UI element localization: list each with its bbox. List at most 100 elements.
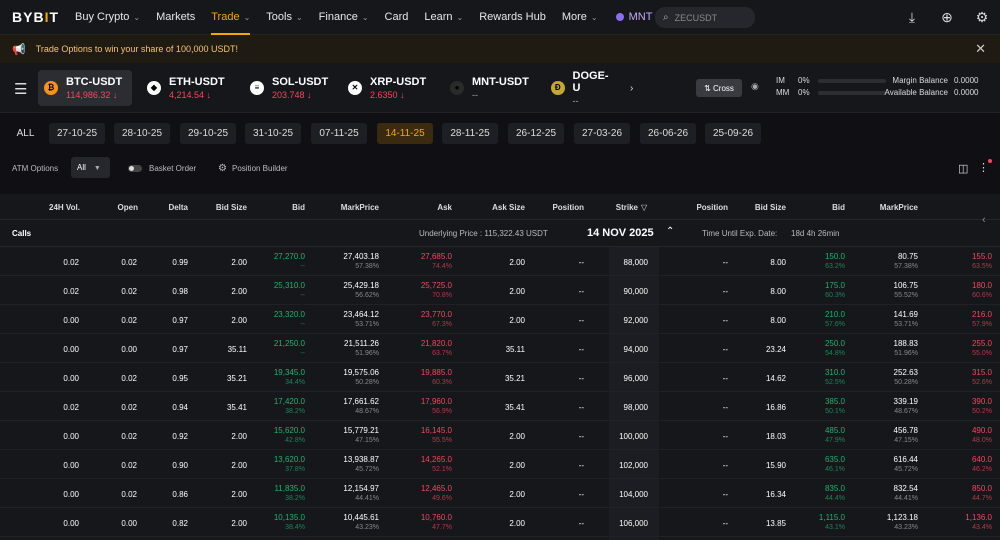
cross-margin-button[interactable]: ⇅ Cross [696, 79, 742, 97]
put-position-cell: -- [722, 461, 728, 470]
menu-icon[interactable]: ☰ [14, 81, 28, 98]
download-icon[interactable]: ⤓ [908, 9, 916, 25]
table-row[interactable]: 0.00 0.00 0.82 2.00 10,135.0 38.4% 10,445.61 43… [0, 508, 1000, 537]
arrow-down-icon: ↓ [110, 90, 118, 100]
date-tab[interactable]: 26-06-26 [640, 123, 696, 144]
globe-icon[interactable]: ⊕ [941, 9, 953, 25]
date-tab[interactable]: 25-09-26 [705, 123, 761, 144]
nav-item[interactable]: Rewards Hub [479, 0, 546, 35]
position-cell: -- [578, 490, 584, 499]
col-header[interactable]: Open [117, 203, 138, 212]
put-position-cell: -- [722, 432, 728, 441]
date-tab[interactable]: 28-11-25 [442, 123, 498, 144]
date-tab[interactable]: 07-11-25 [311, 123, 367, 144]
table-row[interactable]: 0.00 0.02 0.92 2.00 15,620.0 42.8% 15,779.21 47… [0, 421, 1000, 450]
table-row[interactable]: 0.02 0.02 0.98 2.00 25,310.0 -- 25,429.18 56.62… [0, 276, 1000, 305]
date-tab[interactable]: 28-10-25 [114, 123, 170, 144]
mark-price-cell: 13,938.87 [343, 455, 379, 464]
col-header[interactable]: Bid Size [215, 203, 247, 212]
ticker-mnt-usdt[interactable]: ● MNT-USDT -- [444, 70, 538, 106]
search-input[interactable]: ⌕ ZECUSDT [655, 7, 755, 28]
nav-item[interactable]: Learn ⌄ [424, 0, 463, 35]
table-row[interactable]: 0.00 0.02 0.97 2.00 23,320.0 -- 23,464.12 53.71… [0, 305, 1000, 334]
ticker-xrp-usdt[interactable]: ✕ XRP-USDT 2.6350 ↓ [342, 70, 436, 106]
table-row[interactable]: 0.02 0.02 0.94 35.41 17,420.0 38.2% 17,661.62 4… [0, 392, 1000, 421]
basket-order-toggle[interactable] [128, 165, 142, 172]
nav-item[interactable]: More ⌄ [562, 0, 598, 35]
date-tab[interactable]: 14-11-25 [377, 123, 433, 144]
close-icon[interactable]: ✕ [975, 41, 986, 56]
date-tab[interactable]: 31-10-25 [245, 123, 301, 144]
put-bid-size-cell: 23.24 [765, 345, 786, 354]
banner-text[interactable]: Trade Options to win your share of 100,0… [35, 44, 238, 54]
col-header[interactable]: Ask [437, 203, 452, 212]
strike-header[interactable]: Strike [615, 203, 638, 212]
eye-icon[interactable]: ◉ [751, 81, 759, 91]
ticker-doge-u[interactable]: Ð DOGE-U -- [545, 70, 615, 106]
col-header[interactable]: Bid [832, 203, 845, 212]
put-bid-iv-cell: 54.8% [825, 350, 845, 357]
ticker-btc-usdt[interactable]: ₿ BTC-USDT 114,986.32 ↓ [38, 70, 132, 106]
put-bid-size-cell: 16.86 [765, 403, 786, 412]
nav-item[interactable]: Markets [156, 0, 195, 35]
filter-icon[interactable]: ▽ [641, 203, 648, 212]
expand-left-icon[interactable]: ‹ [982, 214, 986, 226]
more-icon[interactable]: ⋮ [978, 162, 989, 174]
position-builder-link[interactable]: Position Builder [232, 164, 288, 173]
ticker-sol-usdt[interactable]: ≡ SOL-USDT 203.748 ↓ [244, 70, 336, 106]
atm-select[interactable]: All ▼ [71, 157, 110, 178]
nav-item[interactable]: Trade ⌄ [211, 0, 251, 35]
nav-item[interactable]: Tools ⌄ [266, 0, 302, 35]
col-header[interactable]: 24H Vol. [49, 203, 80, 212]
date-tab[interactable]: ALL [16, 128, 35, 139]
collapse-icon[interactable]: ⌃ [666, 226, 675, 237]
bybit-logo[interactable]: BYBIT [12, 9, 60, 25]
calls-label: Calls [12, 229, 32, 238]
open-cell: 0.02 [121, 403, 137, 412]
table-row[interactable]: 0.02 0.02 0.99 2.00 27,270.0 -- 27,403.18 57.38… [0, 247, 1000, 276]
ticker-eth-usdt[interactable]: ◆ ETH-USDT 4,214.54 ↓ [141, 70, 236, 106]
im-bar [818, 78, 886, 83]
col-header[interactable]: Bid [292, 203, 305, 212]
bid-cell: 21,250.0 [273, 339, 305, 348]
vol-cell: 0.00 [63, 316, 79, 325]
nav-item[interactable]: Card [385, 0, 409, 35]
date-tab[interactable]: 27-03-26 [574, 123, 630, 144]
date-tab[interactable]: 27-10-25 [49, 123, 105, 144]
table-row[interactable]: 0.00 0.00 0.97 35.11 21,250.0 -- 21,511.26 51.9… [0, 334, 1000, 363]
open-cell: 0.00 [121, 345, 137, 354]
table-row[interactable]: 0.00 0.02 0.90 2.00 13,620.0 37.8% 13,938.87 45… [0, 450, 1000, 479]
layout-icon[interactable]: ◫ [958, 163, 969, 175]
col-header[interactable]: Bid Size [754, 203, 786, 212]
col-header[interactable]: MarkPrice [340, 203, 379, 212]
mnt-link[interactable]: MNT [615, 11, 653, 23]
bid-size-cell: 2.00 [231, 258, 247, 267]
ask-cell: 12,465.0 [420, 484, 452, 493]
date-tab[interactable]: 29-10-25 [180, 123, 236, 144]
col-header[interactable]: Position [552, 203, 584, 212]
table-row[interactable]: 0.00 0.02 0.86 2.00 11,835.0 38.2% 12,154.97 44… [0, 479, 1000, 508]
col-header[interactable]: Ask Size [492, 203, 525, 212]
nav-item[interactable]: Finance ⌄ [319, 0, 369, 35]
put-mark-cell: 1,123.18 [886, 513, 918, 522]
ticker-price: 114,986.32 [66, 90, 111, 100]
nav-item[interactable]: Buy Crypto ⌄ [75, 0, 140, 35]
ask-size-cell: 2.00 [509, 258, 525, 267]
delta-cell: 0.98 [172, 287, 188, 296]
put-bid-cell: 485.0 [824, 426, 845, 435]
table-row[interactable]: 0.00 0.02 0.95 35.21 19,345.0 34.4% 19,575.06 5… [0, 363, 1000, 392]
put-bid-iv-cell: 60.3% [825, 292, 845, 299]
col-header[interactable]: Position [696, 203, 728, 212]
delta-cell: 0.94 [172, 403, 188, 412]
col-header[interactable]: Delta [168, 203, 188, 212]
mnt-label: MNT [628, 11, 653, 23]
date-tab[interactable]: 26-12-25 [508, 123, 564, 144]
put-ask-cell: 155.0 [971, 252, 992, 261]
search-icon: ⌕ [663, 12, 669, 23]
position-cell: -- [578, 258, 584, 267]
chevron-right-icon[interactable]: › [630, 82, 634, 94]
col-header[interactable]: MarkPrice [879, 203, 918, 212]
time-until-label: Time Until Exp. Date: [702, 229, 778, 238]
settings-icon[interactable]: ⚙ [975, 9, 989, 25]
bid-cell: 19,345.0 [273, 368, 305, 377]
